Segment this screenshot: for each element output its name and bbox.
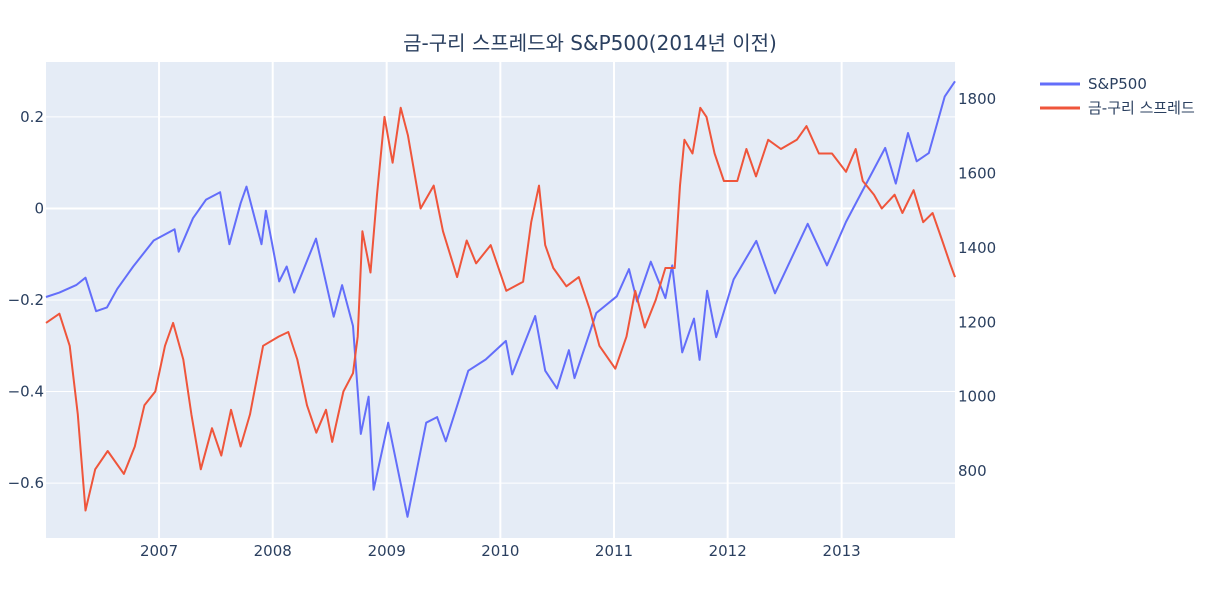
chart-title: 금-구리 스프레드와 S&P500(2014년 이전) [403, 31, 777, 55]
left-y-tick-label: −0.6 [8, 474, 44, 492]
x-tick-label: 2009 [368, 542, 406, 560]
x-tick-label: 2012 [709, 542, 747, 560]
series-line-0 [45, 80, 956, 518]
series-line-1 [45, 106, 956, 512]
x-tick-label: 2008 [254, 542, 292, 560]
legend-label: 금-구리 스프레드 [1088, 99, 1195, 117]
left-y-tick-label: −0.4 [8, 383, 44, 401]
right-y-tick-label: 1400 [958, 239, 996, 257]
x-tick-label: 2007 [140, 542, 178, 560]
right-y-tick-label: 1200 [958, 313, 996, 331]
right-y-axis-ticks: 800 1000 1200 1400 1600 1800 [958, 90, 996, 480]
left-y-tick-label: −0.2 [8, 291, 44, 309]
legend-item[interactable]: S&P500 [1040, 75, 1147, 93]
x-tick-label: 2013 [823, 542, 861, 560]
right-y-tick-label: 1800 [958, 90, 996, 108]
left-y-axis-ticks: 0.2 0 −0.2 −0.4 −0.6 [8, 108, 44, 492]
x-tick-label: 2011 [595, 542, 633, 560]
right-y-tick-label: 800 [958, 462, 987, 480]
series-layer [45, 80, 956, 518]
left-y-tick-label: 0 [34, 199, 44, 217]
legend-item[interactable]: 금-구리 스프레드 [1040, 99, 1195, 117]
legend-label: S&P500 [1088, 75, 1147, 93]
right-y-tick-label: 1600 [958, 165, 996, 183]
x-axis-ticks: 2007 2008 2009 2010 2011 2012 2013 [140, 542, 861, 560]
y-gridlines [46, 116, 955, 484]
x-tick-label: 2010 [481, 542, 519, 560]
right-y-tick-label: 1000 [958, 388, 996, 406]
legend[interactable]: S&P500 금-구리 스프레드 [1040, 75, 1195, 117]
left-y-tick-label: 0.2 [20, 108, 44, 126]
